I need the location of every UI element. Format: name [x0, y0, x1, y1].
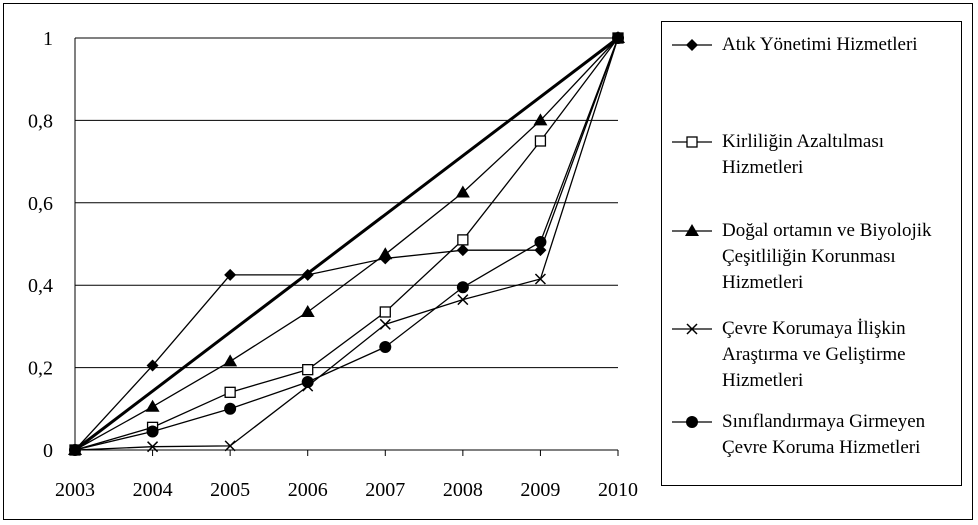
data-point [456, 244, 469, 257]
data-point [534, 135, 547, 147]
x-tick-label: 2005 [210, 479, 250, 501]
legend-marker [686, 39, 698, 51]
data-point [146, 425, 159, 438]
y-tick-label: 0,2 [28, 358, 53, 380]
y-tick-label: 0,4 [28, 275, 53, 297]
x-tick-label: 2010 [598, 479, 638, 501]
data-point [534, 273, 546, 285]
series-line [74, 37, 619, 451]
reference-line [74, 36, 619, 452]
series-line [74, 37, 619, 451]
data-point [612, 32, 624, 44]
data-point [224, 440, 236, 452]
data-point [534, 235, 547, 248]
x-tick-label: 2009 [520, 479, 560, 501]
data-point [300, 304, 315, 317]
y-tick-label: 0,8 [28, 110, 53, 132]
x-tick-label: 2004 [133, 479, 173, 501]
legend-label: Kirliliğin Azaltılması Hizmetleri [722, 131, 885, 178]
x-tick-label: 2008 [443, 479, 483, 501]
y-tick-label: 1 [43, 28, 53, 50]
data-point [301, 268, 314, 281]
y-tick-label: 0,6 [28, 193, 53, 215]
legend: Atık Yönetimi Hizmetleri Kirliliğin Azal… [661, 21, 962, 486]
x-tick-label: 2006 [288, 479, 328, 501]
data-point [302, 364, 314, 376]
legend-symbol [672, 416, 712, 428]
x-tick-label: 2007 [365, 479, 405, 501]
data-point [533, 113, 548, 126]
data-point [224, 386, 236, 398]
data-point [456, 281, 469, 294]
legend-label: Atık Yönetimi Hizmetleri [722, 34, 918, 55]
data-point [301, 376, 314, 389]
data-point [457, 234, 469, 246]
legend-symbol [672, 39, 712, 51]
data-point [145, 399, 160, 412]
series-line [74, 37, 619, 451]
legend-label: Doğal ortamın ve Biyolojik Çeşitliliğin … [722, 220, 932, 293]
data-point [378, 247, 393, 260]
legend-symbol [672, 323, 712, 335]
data-point [379, 341, 392, 353]
data-point [457, 294, 469, 306]
data-point [534, 244, 547, 257]
data-point [147, 441, 159, 453]
series-line [74, 37, 619, 451]
legend-marker [686, 323, 698, 335]
data-point [379, 306, 391, 318]
legend-marker [686, 416, 698, 428]
legend-marker [686, 136, 698, 148]
chart-frame [3, 3, 973, 520]
x-tick-label: 2003 [55, 479, 95, 501]
data-point [69, 444, 81, 456]
y-tick-label: 0 [43, 440, 53, 462]
legend-symbol [672, 224, 712, 236]
data-point [379, 318, 391, 330]
legend-label: Çevre Korumaya İlişkin Araştırma ve Geli… [722, 318, 906, 391]
data-point [146, 359, 159, 372]
legend-symbol [672, 136, 712, 148]
data-point [223, 354, 238, 367]
legend-marker [685, 224, 699, 236]
data-point [224, 268, 237, 281]
legend-label: Sınıflandırmaya Girmeyen Çevre Koruma Hi… [722, 411, 926, 458]
data-point [455, 185, 470, 198]
data-point [224, 402, 237, 415]
